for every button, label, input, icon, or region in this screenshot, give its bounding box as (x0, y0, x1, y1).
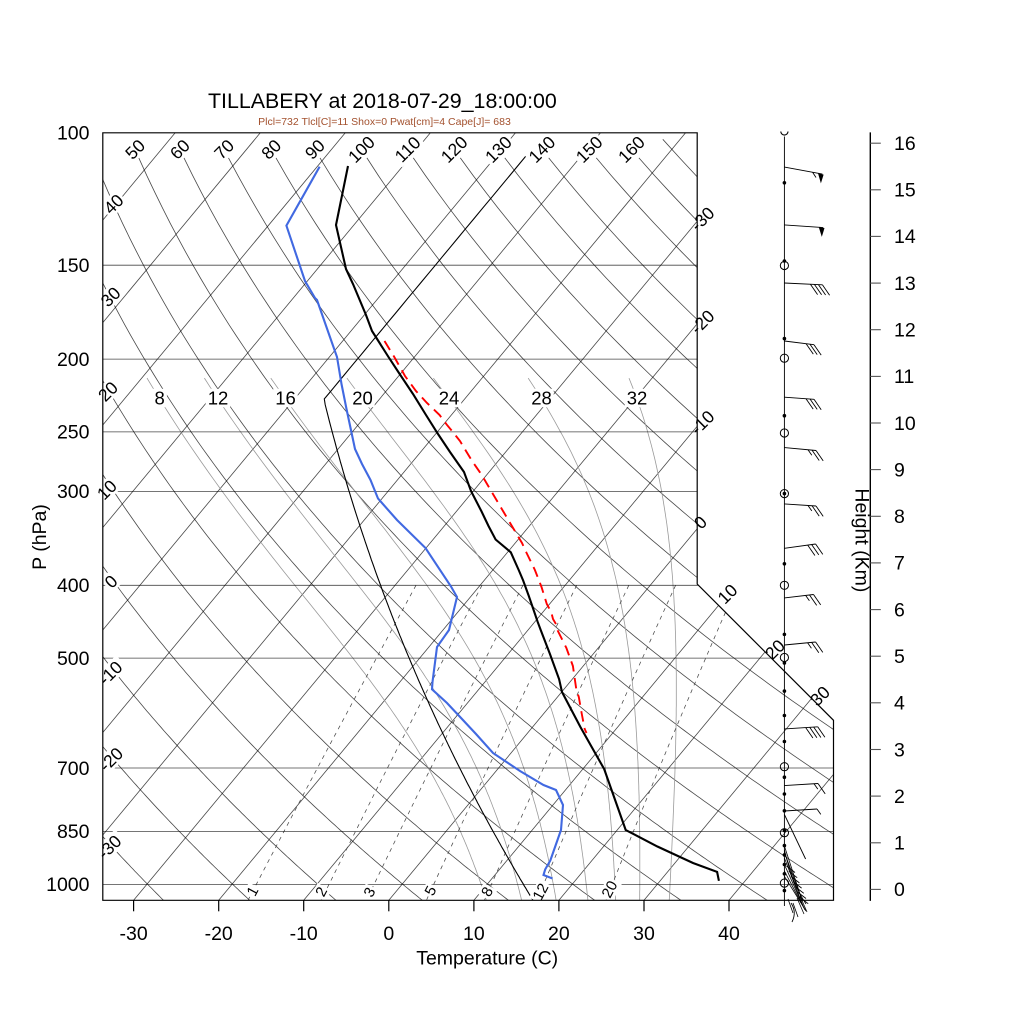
svg-text:P (hPa): P (hPa) (29, 504, 51, 570)
svg-text:20: 20 (548, 923, 570, 945)
svg-text:150: 150 (57, 255, 90, 277)
svg-text:9: 9 (894, 459, 905, 481)
svg-text:12: 12 (530, 881, 553, 904)
svg-text:14: 14 (894, 226, 916, 248)
svg-text:8: 8 (155, 388, 165, 409)
svg-text:5: 5 (894, 646, 905, 668)
svg-text:4: 4 (894, 693, 905, 715)
svg-text:7: 7 (894, 553, 905, 575)
svg-text:700: 700 (57, 758, 90, 780)
svg-text:15: 15 (894, 180, 916, 202)
svg-text:-10: -10 (290, 923, 318, 945)
svg-text:TILLABERY at 2018-07-29_18:00:: TILLABERY at 2018-07-29_18:00:00 (208, 89, 557, 113)
svg-text:10: 10 (894, 413, 916, 435)
svg-text:850: 850 (57, 821, 90, 843)
svg-text:2: 2 (894, 786, 905, 808)
svg-text:1: 1 (894, 833, 905, 855)
svg-text:-30: -30 (120, 923, 148, 945)
svg-text:30: 30 (633, 923, 655, 945)
svg-text:13: 13 (894, 273, 916, 295)
svg-text:Height (Km): Height (Km) (851, 488, 873, 592)
svg-text:0: 0 (894, 879, 905, 901)
svg-text:6: 6 (894, 599, 905, 621)
svg-text:3: 3 (894, 739, 905, 761)
svg-text:Plcl=732 Tlcl[C]=11 Shox=0 Pwa: Plcl=732 Tlcl[C]=11 Shox=0 Pwat[cm]=4 Ca… (258, 116, 511, 128)
svg-text:100: 100 (57, 123, 90, 145)
svg-text:20: 20 (352, 388, 373, 409)
svg-text:10: 10 (463, 923, 485, 945)
svg-text:11: 11 (894, 366, 914, 388)
svg-text:1000: 1000 (46, 874, 90, 896)
svg-text:500: 500 (57, 648, 90, 670)
svg-text:40: 40 (718, 923, 740, 945)
svg-text:-20: -20 (205, 923, 233, 945)
svg-text:32: 32 (627, 388, 648, 409)
svg-text:28: 28 (531, 388, 552, 409)
svg-text:250: 250 (57, 422, 90, 444)
svg-text:300: 300 (57, 481, 90, 503)
svg-text:20: 20 (599, 878, 622, 901)
svg-text:Temperature (C): Temperature (C) (416, 948, 558, 970)
svg-text:12: 12 (894, 320, 916, 342)
svg-text:400: 400 (57, 575, 90, 597)
svg-text:16: 16 (275, 388, 296, 409)
svg-text:0: 0 (383, 923, 394, 945)
svg-text:24: 24 (439, 388, 460, 409)
svg-text:200: 200 (57, 349, 90, 371)
svg-text:8: 8 (894, 506, 905, 528)
svg-text:12: 12 (208, 388, 229, 409)
svg-text:16: 16 (894, 133, 916, 155)
